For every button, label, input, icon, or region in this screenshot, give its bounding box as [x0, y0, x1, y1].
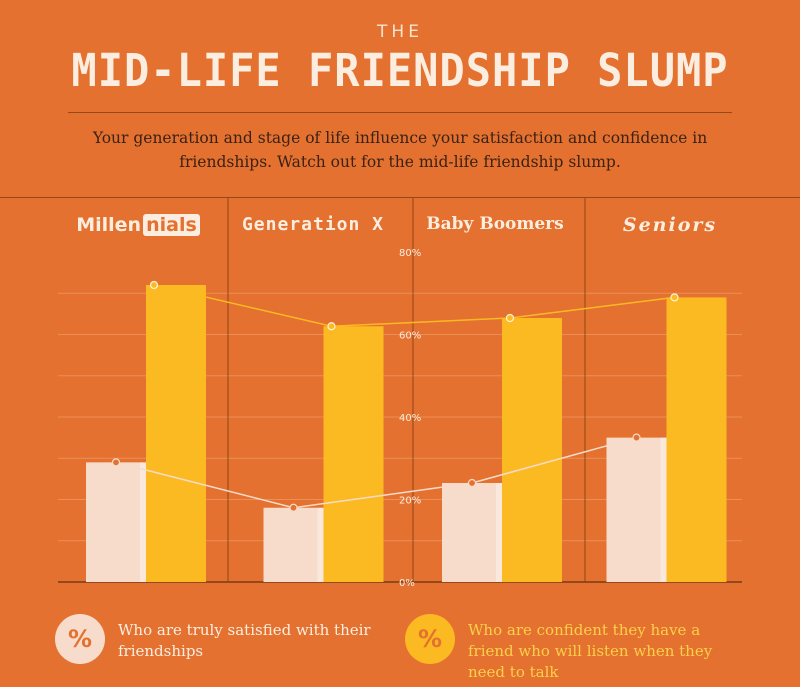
bar-satisfied-highlight	[660, 437, 667, 582]
y-tick-label: 60%	[399, 331, 421, 342]
legend-confident-badge: %	[405, 614, 455, 664]
bar-satisfied	[263, 507, 324, 582]
trend-line-confident	[153, 284, 675, 328]
legend-satisfied-label: Who are truly satisfied with their frien…	[118, 621, 371, 660]
point-satisfied	[467, 478, 477, 488]
label-seniors: Seniors	[622, 214, 718, 236]
point-confident	[670, 293, 679, 302]
bar-confident	[502, 318, 562, 582]
bar-satisfied	[442, 483, 502, 582]
bar-confident	[666, 297, 727, 582]
label-millennials-part1: Millen	[76, 214, 142, 236]
eyebrow-text: THE	[377, 22, 423, 42]
y-tick-label: 80%	[399, 248, 421, 259]
legend-satisfied-badge: %	[55, 614, 105, 664]
point-confident	[505, 313, 515, 323]
point-satisfied	[632, 433, 641, 442]
y-tick-label: 20%	[399, 496, 421, 507]
bar-satisfied-highlight	[317, 507, 324, 582]
bar-satisfied	[86, 462, 146, 582]
trend-line-satisfied	[115, 436, 637, 509]
label-millennials: Millen nials	[58, 214, 218, 236]
bar-satisfied-highlight	[140, 462, 146, 582]
point-satisfied	[111, 458, 121, 467]
label-boomers: Baby Boomers	[426, 214, 564, 234]
header-divider	[0, 197, 800, 198]
bar-satisfied	[606, 437, 667, 582]
bar-satisfied-highlight	[496, 483, 502, 582]
y-tick-label: 0%	[399, 578, 415, 589]
bar-confident	[146, 285, 206, 582]
legend-confident-label: Who are confident they have a friend who…	[468, 621, 713, 681]
page-title: MID-LIFE FRIENDSHIP SLUMP	[71, 44, 729, 97]
y-tick-label: 40%	[399, 413, 421, 424]
title-divider	[68, 112, 732, 113]
subtitle: Your generation and stage of life influe…	[92, 129, 708, 171]
point-satisfied	[289, 503, 298, 512]
point-confident	[327, 322, 336, 331]
bar-confident	[323, 326, 384, 582]
label-millennials-part2: nials	[143, 214, 200, 236]
point-confident	[149, 280, 159, 290]
label-genx: Generation X	[241, 214, 385, 235]
